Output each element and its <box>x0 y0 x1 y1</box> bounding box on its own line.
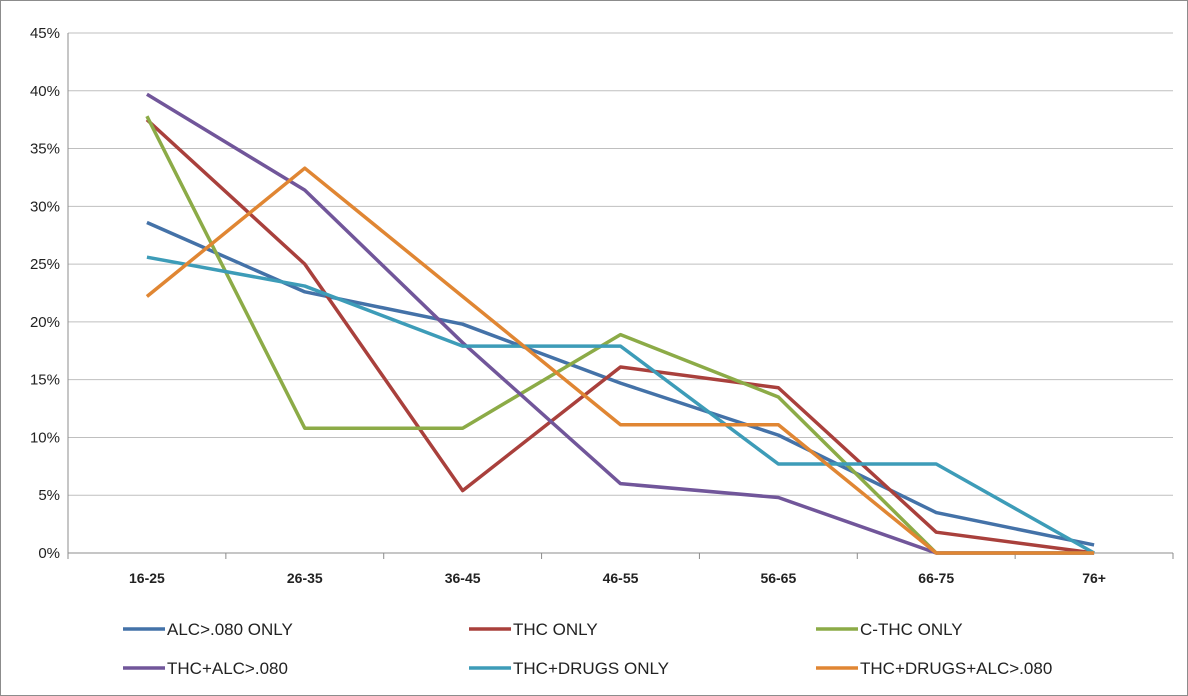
y-tick-label: 15% <box>30 372 60 389</box>
series-line <box>145 166 1095 555</box>
legend-item: ALC>.080 ONLY <box>123 620 293 639</box>
legend-label: THC+ALC>.080 <box>167 659 288 678</box>
legend-label: THC ONLY <box>513 620 598 639</box>
legend-label: ALC>.080 ONLY <box>167 620 293 639</box>
legend: ALC>.080 ONLY THC ONLY C-THC ONLY THC+ALC>.… <box>123 620 1052 678</box>
legend-label: C-THC ONLY <box>860 620 963 639</box>
legend-label: THC+DRUGS ONLY <box>513 659 669 678</box>
legend-item: THC+DRUGS ONLY <box>469 659 669 678</box>
series-line <box>146 255 1095 555</box>
y-tick-label: 20% <box>30 314 60 331</box>
y-tick-label: 0% <box>38 545 60 562</box>
x-tick-label: 76+ <box>1082 570 1106 586</box>
series-lines <box>145 92 1095 555</box>
series-line <box>146 92 1095 555</box>
x-tick-label: 36-45 <box>445 570 481 586</box>
series-line <box>146 220 1095 547</box>
y-axis-tick-labels: 0% 5% 10% 15% 20% 25% 30% 35% 40% 45% <box>30 25 60 562</box>
x-tick-label: 66-75 <box>918 570 954 586</box>
y-tick-label: 45% <box>30 25 60 42</box>
x-tick-label: 46-55 <box>603 570 639 586</box>
legend-label: THC+DRUGS+ALC>.080 <box>860 659 1052 678</box>
y-tick-label: 5% <box>38 487 60 504</box>
legend-item: THC ONLY <box>469 620 598 639</box>
y-tick-label: 30% <box>30 198 60 215</box>
y-tick-label: 35% <box>30 141 60 158</box>
gridlines <box>67 32 1174 559</box>
legend-item: THC+DRUGS+ALC>.080 <box>816 659 1052 678</box>
legend-item: THC+ALC>.080 <box>123 659 288 678</box>
legend-item: C-THC ONLY <box>816 620 963 639</box>
x-tick-label: 26-35 <box>287 570 323 586</box>
y-tick-label: 40% <box>30 83 60 100</box>
y-tick-label: 10% <box>30 429 60 446</box>
x-tick-label: 16-25 <box>129 570 165 586</box>
series-line <box>145 118 1095 555</box>
x-tick-label: 56-65 <box>760 570 796 586</box>
x-axis-tick-labels: 16-25 26-35 36-45 46-55 56-65 66-75 76+ <box>129 570 1106 586</box>
y-tick-label: 25% <box>30 256 60 273</box>
